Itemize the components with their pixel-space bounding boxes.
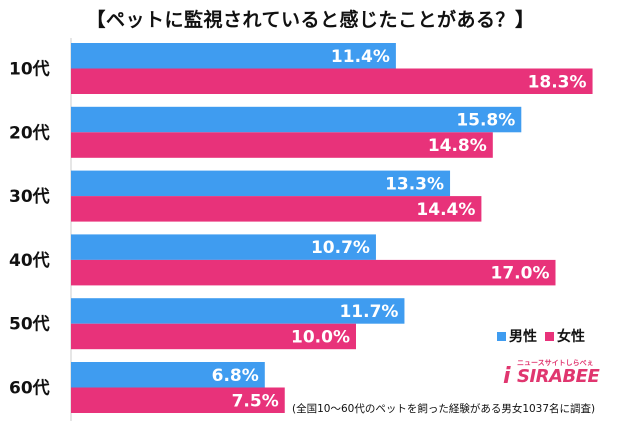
bar-value-label-male: 11.7% [339,302,398,322]
category-label: 10代 [9,59,50,80]
bar-female [71,387,285,413]
sirabee-logo: i ニュースサイトしらべぇ SIRABEE [503,358,603,389]
bar-male [71,362,265,388]
bar-male [71,234,376,260]
bar-value-label-female: 14.8% [428,136,487,156]
bar-value-label-male: 6.8% [212,366,259,386]
bar-female [71,68,593,94]
bar-male [71,170,451,197]
bar-value-label-female: 18.3% [528,72,587,92]
legend-label-male: 男性 [509,329,537,345]
bar-male [71,298,405,324]
bar-female [71,259,556,286]
legend-item-male: 男性 [497,326,537,346]
survey-footnote: (全国10〜60代のペットを飼った経験がある男女1037名に調査) [292,403,596,415]
bar-value-label-male: 10.7% [311,238,370,258]
logo-tagline: ニュースサイトしらべぇ [517,359,594,367]
bar-male [71,106,522,133]
category-label: 30代 [9,186,50,207]
category-label: 60代 [9,378,50,399]
bar-value-label-female: 7.5% [232,391,279,411]
logo-mark: i [503,364,511,389]
legend-swatch-male [497,331,506,341]
logo-brand: SIRABEE [517,366,600,387]
bar-value-label-female: 17.0% [491,264,550,284]
bar-female [71,323,356,350]
category-label: 40代 [9,250,50,271]
legend: 男性 女性 [497,326,585,346]
bar-value-label-female: 10.0% [291,327,350,347]
bar-value-label-female: 14.4% [416,200,475,220]
chart-title: 【ペットに監視されていると感じたことがある？】 [86,9,535,31]
bar-value-label-male: 15.8% [456,111,515,131]
bar-male [71,43,396,69]
bar-female [71,132,493,158]
category-label: 50代 [9,314,50,335]
bar-female [71,196,482,222]
category-label: 20代 [9,122,50,143]
bar-value-label-male: 13.3% [385,174,444,194]
bar-value-label-male: 11.4% [331,47,390,67]
legend-swatch-female [545,331,554,341]
legend-item-female: 女性 [545,326,585,346]
legend-label-female: 女性 [557,329,585,345]
